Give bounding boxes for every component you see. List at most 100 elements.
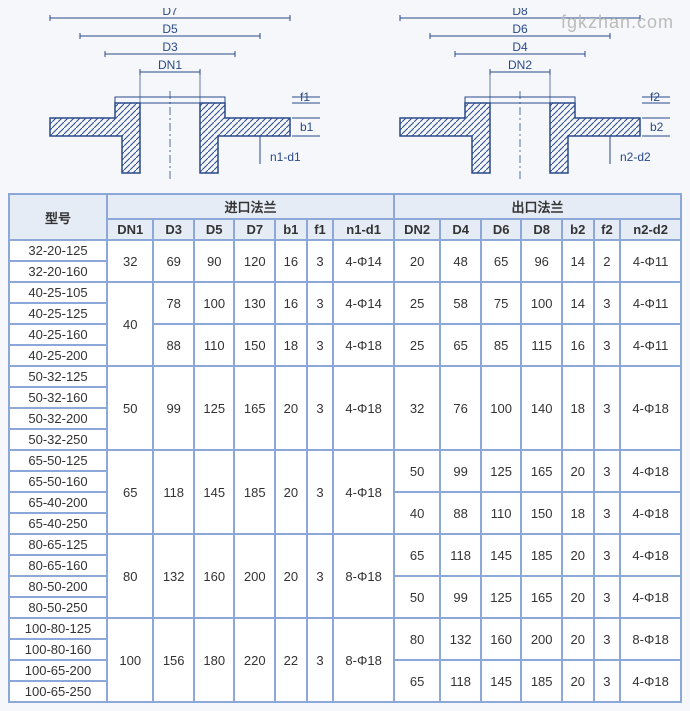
cell: 3 (307, 534, 334, 618)
cell: 165 (521, 450, 562, 492)
cell: 40 (107, 282, 153, 366)
cell: 3 (594, 324, 621, 366)
model-cell: 40-25-125 (9, 303, 107, 324)
model-cell: 32-20-160 (9, 261, 107, 282)
cell: 130 (234, 282, 275, 324)
cell: 3 (307, 450, 334, 534)
header-inlet-col-n1-d1: n1-d1 (333, 219, 394, 240)
cell: 118 (153, 450, 194, 534)
cell: 115 (521, 324, 562, 366)
cell: 150 (521, 492, 562, 534)
cell: 25 (394, 324, 440, 366)
cell: 4-Φ18 (333, 324, 394, 366)
cell: 88 (440, 492, 481, 534)
cell: 4-Φ11 (620, 240, 681, 282)
cell: 4-Φ18 (620, 492, 681, 534)
header-inlet-group: 进口法兰 (107, 194, 394, 219)
cell: 18 (562, 366, 594, 450)
table-row: 100-80-1251001561802202238-Φ188013216020… (9, 618, 681, 639)
cell: 99 (440, 450, 481, 492)
inlet-flange-drawing: D7D5D3DN1f1b1n1-d1 (10, 8, 330, 183)
model-cell: 40-25-200 (9, 345, 107, 366)
cell: 20 (394, 240, 440, 282)
cell: 125 (481, 576, 522, 618)
cell: 20 (562, 618, 594, 660)
cell: 78 (153, 282, 194, 324)
model-cell: 100-80-125 (9, 618, 107, 639)
cell: 20 (562, 660, 594, 702)
cell: 22 (275, 618, 307, 702)
cell: 3 (594, 660, 621, 702)
cell: 4-Φ14 (333, 240, 394, 282)
cell: 200 (234, 534, 275, 618)
cell: 100 (194, 282, 235, 324)
header-model: 型号 (9, 194, 107, 240)
model-cell: 80-50-250 (9, 597, 107, 618)
cell: 48 (440, 240, 481, 282)
cell: 3 (594, 618, 621, 660)
cell: 185 (521, 660, 562, 702)
cell: 140 (521, 366, 562, 450)
table-row: 65-50-125651181451852034-Φ18509912516520… (9, 450, 681, 471)
cell: 3 (594, 492, 621, 534)
header-subrow: DN1D3D5D7b1f1n1-d1DN2D4D6D8b2f2n2-d2 (9, 219, 681, 240)
header-outlet-col-b2: b2 (562, 219, 594, 240)
header-inlet-col-D3: D3 (153, 219, 194, 240)
cell: 20 (275, 534, 307, 618)
cell: 100 (521, 282, 562, 324)
cell: 185 (234, 450, 275, 534)
cell: 4-Φ18 (620, 450, 681, 492)
header-inlet-col-f1: f1 (307, 219, 334, 240)
header-outlet-col-n2-d2: n2-d2 (620, 219, 681, 240)
cell: 32 (394, 366, 440, 450)
cell: 3 (594, 282, 621, 324)
cell: 160 (481, 618, 522, 660)
svg-text:D4: D4 (512, 40, 528, 54)
cell: 14 (562, 282, 594, 324)
cell: 65 (481, 240, 522, 282)
cell: 65 (440, 324, 481, 366)
svg-text:DN1: DN1 (158, 58, 182, 72)
cell: 4-Φ18 (620, 366, 681, 450)
svg-text:D7: D7 (162, 8, 178, 18)
cell: 3 (307, 282, 334, 324)
cell: 110 (481, 492, 522, 534)
model-cell: 80-65-125 (9, 534, 107, 555)
model-cell: 100-65-250 (9, 681, 107, 702)
cell: 145 (481, 534, 522, 576)
cell: 185 (521, 534, 562, 576)
cell: 125 (194, 366, 235, 450)
cell: 3 (594, 576, 621, 618)
cell: 20 (562, 576, 594, 618)
cell: 4-Φ18 (620, 660, 681, 702)
cell: 220 (234, 618, 275, 702)
cell: 3 (594, 366, 621, 450)
model-cell: 40-25-160 (9, 324, 107, 345)
svg-text:n2-d2: n2-d2 (620, 150, 651, 164)
cell: 100 (481, 366, 522, 450)
cell: 4-Φ14 (333, 282, 394, 324)
cell: 20 (562, 534, 594, 576)
model-cell: 65-40-200 (9, 492, 107, 513)
cell: 75 (481, 282, 522, 324)
table-row: 32-20-1253269901201634-Φ14204865961424-Φ… (9, 240, 681, 261)
table-row: 80-65-125801321602002038-Φ18651181451852… (9, 534, 681, 555)
cell: 80 (394, 618, 440, 660)
cell: 69 (153, 240, 194, 282)
cell: 4-Φ11 (620, 324, 681, 366)
cell: 50 (394, 576, 440, 618)
svg-text:D5: D5 (162, 22, 178, 36)
cell: 20 (562, 450, 594, 492)
model-cell: 50-32-160 (9, 387, 107, 408)
cell: 99 (440, 576, 481, 618)
cell: 76 (440, 366, 481, 450)
header-inlet-col-D5: D5 (194, 219, 235, 240)
model-cell: 40-25-105 (9, 282, 107, 303)
header-outlet-col-D8: D8 (521, 219, 562, 240)
cell: 14 (562, 240, 594, 282)
cell: 99 (153, 366, 194, 450)
cell: 4-Φ11 (620, 282, 681, 324)
cell: 110 (194, 324, 235, 366)
model-cell: 50-32-200 (9, 408, 107, 429)
cell: 132 (440, 618, 481, 660)
